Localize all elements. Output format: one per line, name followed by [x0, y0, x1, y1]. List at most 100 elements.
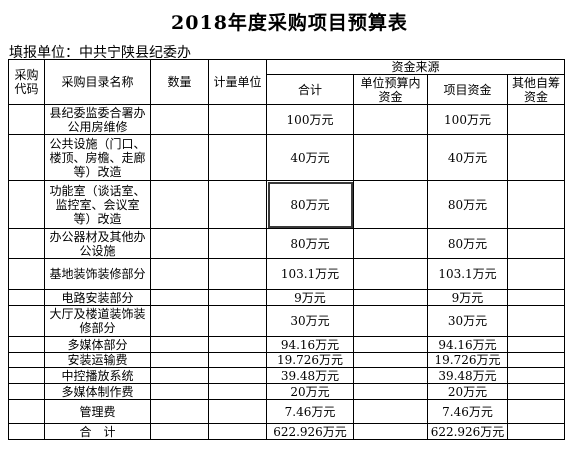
grand-total-cell[interactable]: 622.926万元	[266, 423, 354, 440]
qty-cell[interactable]	[150, 352, 209, 368]
measure-cell[interactable]	[208, 305, 267, 337]
total-cell[interactable]: 94.16万元	[266, 336, 354, 353]
code-cell[interactable]	[8, 305, 45, 337]
self-cell[interactable]	[506, 104, 566, 135]
measure-cell[interactable]	[208, 336, 267, 353]
measure-cell[interactable]	[208, 352, 267, 368]
item-name[interactable]: 办公器材及其他办公设施	[44, 228, 151, 259]
total-cell[interactable]: 80万元	[266, 228, 354, 259]
self-cell[interactable]	[506, 134, 566, 181]
project-cell[interactable]: 19.726万元	[427, 352, 508, 368]
code-cell[interactable]	[8, 336, 45, 353]
budget-cell[interactable]	[353, 399, 428, 424]
code-cell[interactable]	[8, 352, 45, 368]
item-name[interactable]: 功能室（谈话室、监控室、会议室等）改造	[44, 180, 151, 229]
total-cell[interactable]: 100万元	[266, 104, 354, 135]
measure-cell[interactable]	[208, 383, 267, 400]
item-name[interactable]: 多媒体制作费	[44, 383, 151, 400]
project-cell[interactable]: 80万元	[427, 228, 508, 259]
measure-cell[interactable]	[208, 258, 267, 290]
item-name[interactable]: 大厅及楼道装饰装修部分	[44, 305, 151, 337]
total-cell[interactable]: 20万元	[266, 383, 354, 400]
project-cell[interactable]: 100万元	[427, 104, 508, 135]
budget-cell[interactable]	[353, 134, 428, 181]
item-name[interactable]: 中控播放系统	[44, 367, 151, 384]
code-cell[interactable]	[8, 258, 45, 290]
self-cell[interactable]	[506, 228, 566, 259]
budget-cell[interactable]	[353, 228, 428, 259]
measure-cell[interactable]	[208, 104, 267, 135]
budget-cell[interactable]	[353, 305, 428, 337]
measure-cell[interactable]	[208, 134, 267, 181]
self-cell[interactable]	[506, 258, 566, 290]
project-cell[interactable]: 94.16万元	[427, 336, 508, 353]
project-cell[interactable]: 9万元	[427, 289, 508, 306]
qty-cell[interactable]	[150, 399, 209, 424]
measure-cell[interactable]	[208, 228, 267, 259]
total-cell[interactable]: 7.46万元	[266, 399, 354, 424]
project-cell[interactable]: 103.1万元	[427, 258, 508, 290]
item-name[interactable]: 电路安装部分	[44, 289, 151, 306]
code-cell[interactable]	[8, 104, 45, 135]
project-cell[interactable]: 20万元	[427, 383, 508, 400]
budget-cell[interactable]	[353, 104, 428, 135]
code-cell[interactable]	[8, 228, 45, 259]
budget-cell[interactable]	[353, 289, 428, 306]
item-name[interactable]: 多媒体部分	[44, 336, 151, 353]
measure-cell[interactable]	[208, 399, 267, 424]
qty-cell[interactable]	[150, 258, 209, 290]
qty-cell[interactable]	[150, 289, 209, 306]
code-cell[interactable]	[8, 423, 45, 440]
item-name[interactable]: 安装运输费	[44, 352, 151, 368]
qty-cell[interactable]	[150, 305, 209, 337]
project-total-cell[interactable]: 622.926万元	[427, 423, 508, 440]
total-cell[interactable]: 9万元	[266, 289, 354, 306]
code-cell[interactable]	[8, 367, 45, 384]
budget-cell[interactable]	[353, 383, 428, 400]
self-cell[interactable]	[506, 336, 566, 353]
measure-cell[interactable]	[208, 289, 267, 306]
item-name[interactable]: 基地装饰装修部分	[44, 258, 151, 290]
budget-cell[interactable]	[353, 367, 428, 384]
item-name[interactable]: 公共设施（门口、楼顶、房檐、走廊等）改造	[44, 134, 151, 181]
budget-cell[interactable]	[353, 180, 428, 229]
self-cell[interactable]	[506, 399, 566, 424]
total-label[interactable]: 合 计	[44, 423, 151, 440]
measure-cell[interactable]	[208, 180, 267, 229]
project-cell[interactable]: 40万元	[427, 134, 508, 181]
total-cell[interactable]: 39.48万元	[266, 367, 354, 384]
self-cell[interactable]	[506, 180, 566, 229]
total-cell[interactable]: 40万元	[266, 134, 354, 181]
item-name[interactable]: 管理费	[44, 399, 151, 424]
qty-cell[interactable]	[150, 336, 209, 353]
qty-cell[interactable]	[150, 104, 209, 135]
code-cell[interactable]	[8, 134, 45, 181]
self-cell[interactable]	[506, 383, 566, 400]
code-cell[interactable]	[8, 289, 45, 306]
total-cell[interactable]: 19.726万元	[266, 352, 354, 368]
self-cell[interactable]	[506, 352, 566, 368]
self-cell[interactable]	[506, 367, 566, 384]
project-cell[interactable]: 39.48万元	[427, 367, 508, 384]
qty-cell[interactable]	[150, 134, 209, 181]
budget-cell[interactable]	[353, 352, 428, 368]
project-cell[interactable]: 30万元	[427, 305, 508, 337]
code-cell[interactable]	[8, 383, 45, 400]
total-cell[interactable]: 103.1万元	[266, 258, 354, 290]
qty-cell[interactable]	[150, 367, 209, 384]
project-cell[interactable]: 80万元	[427, 180, 508, 229]
qty-cell[interactable]	[150, 423, 209, 440]
code-cell[interactable]	[8, 399, 45, 424]
measure-cell[interactable]	[208, 423, 267, 440]
budget-cell[interactable]	[353, 336, 428, 353]
qty-cell[interactable]	[150, 228, 209, 259]
project-cell[interactable]: 7.46万元	[427, 399, 508, 424]
total-cell[interactable]: 30万元	[266, 305, 354, 337]
measure-cell[interactable]	[208, 367, 267, 384]
qty-cell[interactable]	[150, 383, 209, 400]
item-name[interactable]: 县纪委监委合署办公用房维修	[44, 104, 151, 135]
self-cell[interactable]	[506, 423, 566, 440]
budget-cell[interactable]	[353, 258, 428, 290]
self-cell[interactable]	[506, 305, 566, 337]
self-cell[interactable]	[506, 289, 566, 306]
